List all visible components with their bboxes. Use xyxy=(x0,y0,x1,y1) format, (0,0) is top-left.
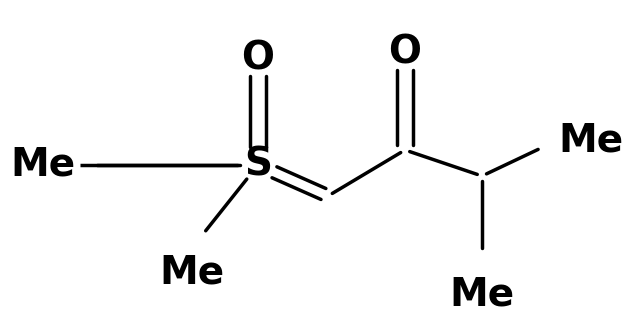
Text: Me: Me xyxy=(10,146,75,184)
Text: O: O xyxy=(241,39,275,77)
Text: Me: Me xyxy=(159,253,225,291)
Text: Me: Me xyxy=(558,121,623,159)
Text: O: O xyxy=(388,33,422,71)
Text: S: S xyxy=(244,146,272,184)
Text: Me: Me xyxy=(449,275,515,313)
